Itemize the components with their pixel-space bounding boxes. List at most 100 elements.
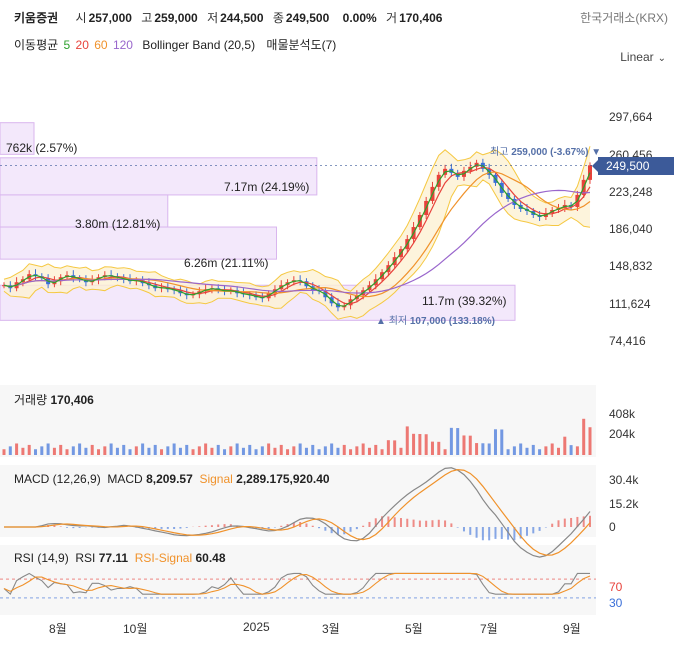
ma-20: 20 — [75, 38, 89, 52]
macd-line — [4, 467, 591, 558]
price-axis-tick: 223,248 — [609, 185, 653, 199]
macd-histogram-bar — [425, 520, 428, 527]
volume-bar — [210, 447, 214, 455]
volume-bar — [449, 427, 453, 455]
volume-bar — [323, 446, 327, 455]
volume-bar — [443, 449, 447, 455]
volume-bar — [27, 444, 31, 455]
macd-histogram-bar — [418, 520, 421, 527]
macd-histogram-bar — [66, 527, 69, 528]
volume-bar — [160, 449, 164, 455]
volume-bar — [531, 444, 535, 455]
macd-histogram-bar — [406, 518, 409, 527]
volume-profile-bar-2 — [0, 194, 169, 228]
volume-profile-bar-3 — [0, 226, 277, 260]
macd-histogram-bar — [267, 527, 270, 529]
volume-bar — [197, 446, 201, 455]
volume-bar — [399, 447, 403, 455]
volume-bar — [430, 441, 434, 455]
macd-histogram-bar — [173, 527, 176, 529]
volume-bar — [97, 449, 101, 455]
quote-row: 키움증권 시 257,000 고 259,000 저 244,500 종 249,500… — [14, 9, 442, 26]
macd-histogram-bar — [336, 527, 339, 535]
high-value: 259,000 — [154, 11, 198, 25]
scale-dropdown[interactable]: Linear ⌄ — [620, 50, 666, 64]
volume-bar — [355, 446, 359, 455]
volume-bar — [487, 443, 491, 455]
volume-bar — [15, 443, 19, 455]
volume-axis-tick: 408k — [609, 407, 636, 421]
volume-bar — [317, 449, 321, 455]
rsi-line — [3, 572, 590, 596]
macd-histogram-bar — [78, 527, 81, 528]
x-axis-tick: 2025 — [243, 620, 270, 634]
volume-profile-label: 매물분석도(7) — [266, 38, 337, 52]
macd-histogram-bar — [519, 527, 522, 539]
macd-histogram-bar — [589, 515, 591, 527]
volume-bar — [65, 449, 69, 455]
volume-profile-bar-0 — [0, 122, 35, 155]
macd-histogram-bar — [160, 527, 163, 529]
volume-bar — [59, 444, 63, 455]
volume-bar — [588, 427, 592, 455]
volume-bar — [367, 447, 371, 455]
volume-bar — [90, 444, 94, 455]
volume-bar — [235, 443, 239, 455]
volume-bar — [582, 418, 586, 455]
volume-bar — [412, 433, 416, 455]
macd-histogram-bar — [513, 527, 516, 541]
macd-histogram-bar — [53, 525, 56, 527]
volume-bar — [172, 443, 176, 455]
volume-bar — [84, 447, 88, 455]
volume-bar — [103, 446, 107, 455]
volume-bar — [185, 444, 189, 455]
high-label: 고 — [141, 11, 153, 25]
volume-bar — [330, 443, 334, 455]
volume-bar — [260, 446, 264, 455]
scale-label: Linear — [620, 50, 654, 64]
macd-histogram-bar — [324, 527, 327, 531]
volume-bar — [147, 447, 151, 455]
macd-histogram-bar — [330, 527, 333, 534]
macd-histogram-bar — [393, 517, 396, 527]
low-label: 저 — [207, 11, 219, 25]
chevron-down-icon: ⌄ — [657, 53, 666, 64]
volume-bar — [437, 441, 441, 455]
volume-bar — [336, 447, 340, 455]
macd-histogram-bar — [292, 522, 295, 527]
macd-histogram-bar — [185, 527, 188, 528]
open-value: 257,000 — [88, 11, 132, 25]
volume-bar — [481, 443, 485, 455]
price-axis-tick: 148,832 — [609, 259, 653, 273]
indicator-legend[interactable]: 이동평균 5 20 60 120 Bollinger Band (20,5) 매… — [14, 36, 338, 53]
macd-histogram-bar — [570, 517, 573, 527]
volume-bar — [380, 449, 384, 455]
ma-120: 120 — [112, 38, 133, 52]
volume-bar — [550, 443, 554, 455]
volume-bar — [349, 449, 353, 455]
low-annotation: ▲ 최저 107,000 (133.18%) — [376, 316, 495, 327]
volume-profile-label-2: 3.80m (12.81%) — [75, 217, 161, 231]
macd-axis-tick: 30.4k — [609, 473, 639, 487]
volume-bar — [191, 449, 195, 455]
volume-bar — [2, 449, 6, 455]
volume-bar — [153, 444, 157, 455]
volume-bar — [500, 429, 504, 455]
volume-bar — [405, 426, 409, 455]
ma-5: 5 — [63, 38, 71, 52]
volume-bar — [273, 447, 277, 455]
price-axis-tick: 111,624 — [609, 297, 651, 311]
rsi-signal-line — [3, 572, 591, 595]
volume-bar — [386, 440, 390, 455]
macd-histogram-bar — [59, 526, 62, 527]
volume-bar — [475, 443, 479, 455]
volume-value: 170,406 — [399, 11, 443, 25]
volume-bar — [393, 440, 397, 455]
macd-histogram-bar — [368, 521, 371, 527]
macd-histogram-bar — [456, 527, 459, 528]
macd-histogram-bar — [179, 527, 182, 529]
ma-5-line — [3, 164, 591, 307]
macd-histogram-bar — [544, 527, 547, 528]
high-annotation: 최고 259,000 (-3.67%) ▼ — [490, 147, 602, 158]
